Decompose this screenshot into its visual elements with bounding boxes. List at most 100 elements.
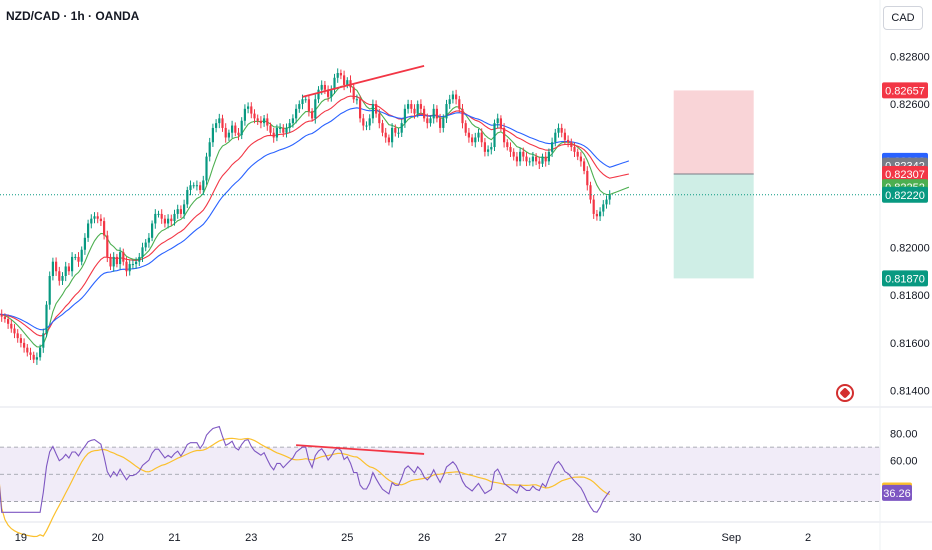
price-tick-label: 0.82000 bbox=[890, 242, 930, 254]
candle bbox=[16, 329, 19, 343]
candle bbox=[499, 115, 502, 132]
candle-body bbox=[64, 266, 67, 277]
candle-body bbox=[346, 80, 349, 85]
candle-body bbox=[509, 147, 512, 152]
candle-body bbox=[586, 170, 589, 186]
currency-selector[interactable]: CAD bbox=[883, 6, 923, 30]
candle bbox=[442, 114, 445, 133]
canada-flag-icon[interactable] bbox=[836, 384, 854, 402]
candle-body bbox=[135, 261, 138, 265]
candle-body bbox=[275, 127, 278, 138]
candle-body bbox=[570, 142, 573, 148]
candle-body bbox=[506, 142, 509, 148]
candle bbox=[211, 123, 214, 147]
ema-21-line bbox=[0, 95, 630, 337]
candle-body bbox=[365, 125, 368, 127]
price-tag-bg bbox=[882, 270, 928, 287]
candle bbox=[10, 319, 13, 333]
candle bbox=[173, 209, 176, 226]
candle-body bbox=[138, 256, 141, 262]
candle-body bbox=[189, 185, 192, 191]
candle-body bbox=[592, 199, 595, 214]
candle-body bbox=[199, 185, 202, 191]
candle-body bbox=[583, 161, 586, 171]
candle-body bbox=[490, 147, 493, 150]
candle bbox=[528, 157, 531, 166]
price-tick-label: 0.81600 bbox=[890, 338, 930, 350]
candle bbox=[99, 214, 102, 226]
candle-body bbox=[455, 94, 458, 100]
candle bbox=[215, 119, 218, 133]
candle-body bbox=[448, 99, 451, 105]
position-tool[interactable] bbox=[673, 90, 754, 279]
candle bbox=[419, 99, 422, 115]
candle-body bbox=[467, 132, 470, 138]
candle-body bbox=[458, 99, 461, 109]
candle-body bbox=[576, 151, 579, 157]
candle bbox=[586, 166, 589, 191]
candle-body bbox=[170, 218, 173, 222]
price-axis[interactable]: 0.82800 0.82600 0.82000 0.81800 0.81600 0.814… bbox=[882, 51, 930, 398]
time-tick-label: 2 bbox=[805, 532, 811, 544]
price-tick-label: 0.81800 bbox=[890, 290, 930, 302]
candle-body bbox=[67, 266, 70, 272]
candle bbox=[141, 242, 144, 262]
candle-body bbox=[58, 271, 61, 281]
candle bbox=[413, 104, 416, 119]
candle bbox=[71, 252, 74, 277]
candle-body bbox=[519, 151, 522, 162]
candle bbox=[125, 257, 128, 277]
candle bbox=[304, 96, 307, 103]
candle bbox=[199, 181, 202, 194]
candle bbox=[317, 86, 320, 104]
candle-body bbox=[250, 106, 253, 114]
candle-body bbox=[13, 328, 16, 334]
price-tag-label: 0.81870 bbox=[885, 273, 925, 285]
candle bbox=[365, 121, 368, 131]
candle-body bbox=[112, 256, 115, 267]
candle-body bbox=[451, 94, 454, 100]
candle-body bbox=[301, 99, 304, 105]
candle-body bbox=[323, 84, 326, 90]
candle bbox=[3, 313, 6, 323]
candle-body bbox=[336, 72, 339, 78]
candle bbox=[352, 84, 355, 103]
candle-body bbox=[573, 147, 576, 152]
time-tick-label: 25 bbox=[341, 532, 353, 544]
candle-body bbox=[192, 185, 195, 187]
candle bbox=[503, 123, 506, 148]
time-axis[interactable]: 19 20 21 23 25 26 27 28 30 Sep 2 bbox=[15, 532, 811, 544]
rsi-tick-label: 80.00 bbox=[890, 429, 918, 441]
candle-body bbox=[464, 123, 467, 133]
candle-body bbox=[330, 89, 333, 97]
candle bbox=[29, 347, 32, 361]
candle bbox=[131, 259, 134, 269]
candle bbox=[218, 113, 221, 129]
candle bbox=[160, 209, 163, 224]
candle-body bbox=[339, 72, 342, 76]
stop-loss-zone bbox=[673, 90, 754, 175]
candle-body bbox=[387, 137, 390, 143]
candle bbox=[391, 123, 394, 148]
candle bbox=[266, 113, 269, 131]
candle bbox=[506, 139, 509, 151]
candle-body bbox=[26, 347, 29, 353]
candle-body bbox=[605, 199, 608, 205]
candle-body bbox=[400, 123, 403, 133]
candle bbox=[93, 212, 96, 224]
candle bbox=[551, 137, 554, 157]
candle-body bbox=[535, 156, 538, 162]
candle-body bbox=[10, 323, 13, 329]
time-tick-label: 21 bbox=[168, 532, 180, 544]
candle-body bbox=[378, 113, 381, 124]
candle bbox=[461, 104, 464, 129]
price-tag: 0.82657 bbox=[882, 82, 928, 99]
candle-body bbox=[35, 357, 38, 360]
candle bbox=[186, 186, 189, 208]
candle bbox=[0, 309, 3, 322]
candle bbox=[42, 328, 45, 353]
candle bbox=[602, 200, 605, 217]
candle bbox=[48, 271, 51, 310]
candle-body bbox=[234, 125, 237, 133]
